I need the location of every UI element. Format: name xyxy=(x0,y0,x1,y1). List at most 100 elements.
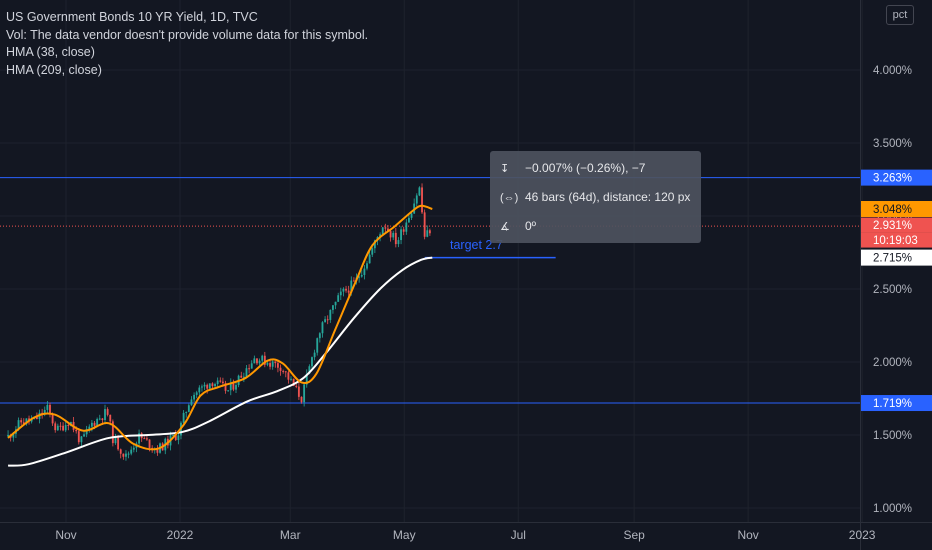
price-label-countdown: 10:19:03 xyxy=(861,232,932,248)
candle-body xyxy=(418,187,421,196)
candle-body xyxy=(235,385,237,390)
candle-body xyxy=(195,392,198,395)
candle-body xyxy=(408,217,410,223)
candle-body xyxy=(174,434,177,440)
candle-body xyxy=(67,425,70,427)
measure-tooltip: ↧ −0.007% (−0.26%), −7 (⇔) 46 bars (64d), … xyxy=(490,151,701,243)
price-label-hma-slow: 2.715% xyxy=(861,249,932,266)
candle-body xyxy=(258,360,261,364)
candle-body xyxy=(250,363,253,369)
legend-hma-38[interactable]: HMA (38, close) xyxy=(6,45,95,59)
candle-body xyxy=(12,433,15,438)
candle-body xyxy=(35,416,38,419)
candle-body xyxy=(46,404,49,410)
angle-icon: ∡ xyxy=(500,221,510,233)
candle-body xyxy=(324,319,327,323)
candle-body xyxy=(308,366,311,374)
candle-body xyxy=(22,422,25,425)
legend-hma-209[interactable]: HMA (209, close) xyxy=(6,62,102,77)
y-tick-label: 3.500% xyxy=(873,138,912,150)
candle-body xyxy=(138,433,140,444)
candle-body xyxy=(187,405,190,412)
legend-title: US Government Bonds 10 YR Yield, 1D, TVC xyxy=(6,10,258,24)
candle-body xyxy=(339,291,342,296)
candle-body xyxy=(316,338,319,353)
chart-legend: US Government Bonds 10 YR Yield, 1D, TVC… xyxy=(6,9,368,79)
candle-body xyxy=(54,423,57,431)
candle-body xyxy=(193,394,196,400)
candle-body xyxy=(274,361,277,364)
price-label-text: 2.931% xyxy=(873,220,912,232)
x-tick-label: 2023 xyxy=(849,528,876,542)
candle-body xyxy=(277,363,279,368)
candle-body xyxy=(43,409,46,415)
candle-body xyxy=(381,227,384,235)
candle-body xyxy=(271,361,274,367)
candle-body xyxy=(49,404,51,414)
candle-body xyxy=(400,229,402,241)
candle-body xyxy=(93,422,96,426)
candle-body xyxy=(198,387,201,393)
price-label-text: 10:19:03 xyxy=(873,235,918,247)
candle-body xyxy=(397,240,400,245)
candle-body xyxy=(311,357,313,367)
candle-body xyxy=(104,409,106,421)
candle-body xyxy=(350,280,353,293)
candle-body xyxy=(20,420,23,423)
candle-body xyxy=(423,212,426,237)
candle-body xyxy=(303,384,306,403)
vertical-range-icon: ↧ xyxy=(500,163,510,175)
candle-body xyxy=(402,229,405,232)
candle-body xyxy=(25,418,28,425)
candle-body xyxy=(332,305,334,310)
candle-body xyxy=(373,240,376,249)
candle-body xyxy=(387,228,389,232)
candle-body xyxy=(101,418,104,421)
target-annotation[interactable]: target 2.7 xyxy=(450,238,503,252)
hma-209-line xyxy=(7,256,433,467)
price-label-hma-fast: 3.048% xyxy=(861,200,932,217)
candle-body xyxy=(106,409,109,415)
candles-group xyxy=(7,183,431,461)
price-label-bg xyxy=(861,249,932,266)
candle-body xyxy=(96,418,99,426)
candle-body xyxy=(415,195,418,204)
horizontal-range-icon: (⇔) xyxy=(500,192,519,204)
candle-body xyxy=(98,418,101,420)
candle-body xyxy=(358,276,361,278)
candle-body xyxy=(337,295,340,302)
candle-body xyxy=(394,232,397,245)
candle-body xyxy=(421,187,423,213)
candle-body xyxy=(347,290,350,293)
candle-body xyxy=(256,358,258,364)
candle-body xyxy=(389,231,392,238)
candle-body xyxy=(132,447,135,450)
candle-body xyxy=(313,352,316,358)
price-label-bg xyxy=(861,200,932,217)
hma-38-line xyxy=(7,204,433,451)
candle-body xyxy=(371,248,374,255)
candle-body xyxy=(90,422,93,427)
legend-volume-note: Vol: The data vendor doesn't provide vol… xyxy=(6,27,369,42)
candle-body xyxy=(363,268,366,275)
candle-body xyxy=(345,288,347,291)
candle-body xyxy=(114,437,117,444)
percent-scale-button[interactable]: pct xyxy=(886,5,914,25)
candle-body xyxy=(266,363,269,365)
tooltip-price-change: −0.007% (−0.26%), −7 xyxy=(525,161,646,175)
candle-body xyxy=(77,431,80,443)
candle-body xyxy=(177,435,180,440)
candle-body xyxy=(329,309,332,320)
candle-body xyxy=(360,274,363,277)
candle-body xyxy=(172,434,175,436)
candle-body xyxy=(334,301,337,306)
candle-body xyxy=(75,429,78,432)
candle-body xyxy=(221,381,224,384)
tooltip-bars-row: (⇔) 46 bars (64d), distance: 120 px xyxy=(500,188,690,206)
candle-body xyxy=(7,434,9,437)
tooltip-angle-row: ∡ 0º xyxy=(500,217,536,235)
candle-body xyxy=(284,371,287,373)
x-tick-label: Nov xyxy=(737,528,758,542)
price-label-text: 2.715% xyxy=(873,253,912,265)
